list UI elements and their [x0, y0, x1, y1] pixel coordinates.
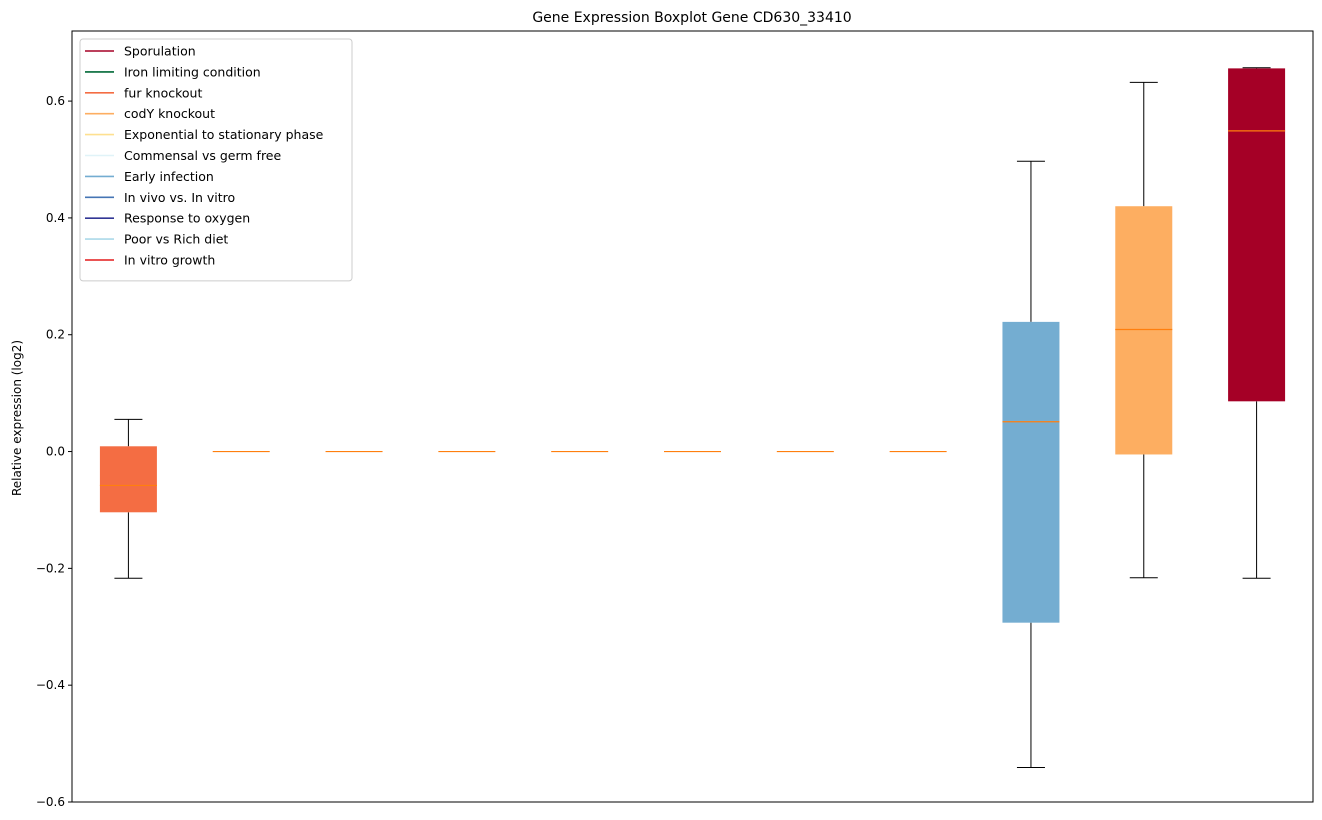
box-body [99, 446, 157, 513]
legend-entry: Commensal vs germ free [85, 148, 281, 163]
legend-entry: Poor vs Rich diet [85, 232, 228, 247]
boxes-layer [99, 67, 1286, 769]
legend-label: Poor vs Rich diet [124, 232, 228, 247]
plot-frame [71, 30, 1314, 803]
legend-label: Early infection [124, 169, 214, 184]
legend-entry: Early infection [85, 169, 214, 184]
box-9 [1002, 160, 1060, 769]
box-body [1228, 68, 1286, 402]
legend-label: In vivo vs. In vitro [124, 190, 235, 205]
legend-label: codY knockout [124, 106, 215, 121]
legend-entry: In vivo vs. In vitro [85, 190, 235, 205]
box-body [1115, 206, 1173, 455]
legend-entry: Response to oxygen [85, 211, 250, 226]
y-axis-label: Relative expression (log2) [10, 340, 24, 496]
box-body [1002, 321, 1060, 623]
legend-label: Iron limiting condition [124, 64, 261, 79]
legend-label: Commensal vs germ free [124, 148, 281, 163]
y-tick-label: 0.4 [46, 211, 65, 225]
legend-entry: fur knockout [85, 85, 202, 100]
box-1 [99, 418, 157, 579]
y-tick-label: −0.4 [36, 678, 65, 692]
y-tick-label: 0.2 [46, 328, 65, 342]
legend-label: Exponential to stationary phase [124, 127, 324, 142]
legend-entry: In vitro growth [85, 253, 215, 268]
legend-entry: Iron limiting condition [85, 64, 261, 79]
y-axis-ticks: −0.6 −0.4 −0.2 0.0 0.2 0.4 0.6 [36, 94, 72, 809]
y-tick-label: 0.6 [46, 94, 65, 108]
legend-label: Response to oxygen [124, 211, 250, 226]
box-11 [1228, 67, 1286, 579]
legend-label: fur knockout [124, 85, 202, 100]
legend-label: Sporulation [124, 44, 196, 59]
legend-entry: Exponential to stationary phase [85, 127, 324, 142]
legend-entry: codY knockout [85, 106, 215, 121]
legend-entry: Sporulation [85, 44, 196, 59]
y-tick-label: 0.0 [46, 445, 65, 459]
chart-title: Gene Expression Boxplot Gene CD630_33410 [532, 10, 851, 26]
legend-label: In vitro growth [124, 253, 215, 268]
legend: Sporulation Iron limiting condition fur kn… [79, 38, 353, 282]
y-tick-label: −0.2 [36, 561, 65, 575]
y-tick-label: −0.6 [36, 795, 65, 809]
box-10 [1115, 81, 1173, 579]
legend-frame [79, 38, 353, 282]
